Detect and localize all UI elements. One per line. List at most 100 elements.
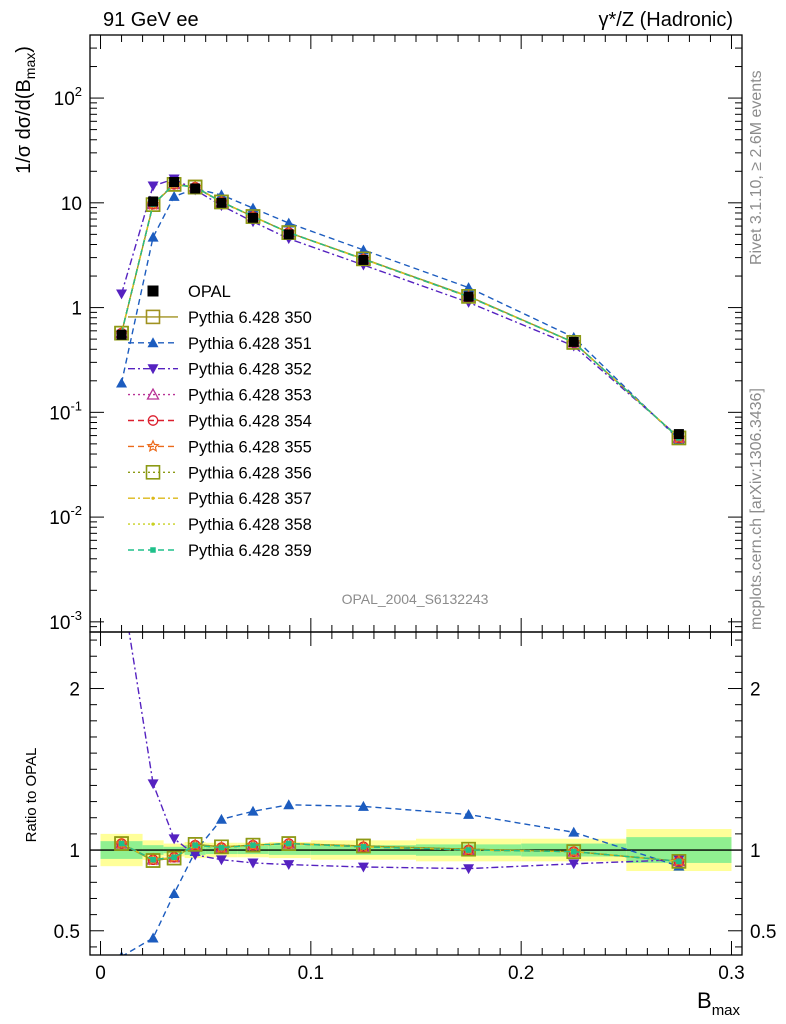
data-point-352 [147,181,159,192]
legend-marker-351 [147,337,159,348]
legend-marker-357 [151,496,155,500]
legend-entry-355: Pythia 6.428 355 [128,438,312,456]
data-point-351 [147,231,159,242]
header-right: γ*/Z (Hadronic) [599,9,733,31]
data-point-356 [356,251,371,267]
data-point-351 [215,189,227,200]
ratio-point-356 [187,837,203,852]
data-point-356 [214,194,229,210]
ratio-point-351 [357,800,369,811]
legend-entry-354: Pythia 6.428 354 [128,413,312,431]
ratio-point-351 [283,799,295,810]
mcplots-label: mcplots.cern.ch [arXiv:1306.3436] [748,388,765,630]
data-point-356 [566,335,582,350]
ratio-point-359 [676,858,682,865]
legend-marker-350 [145,309,161,325]
ratio-point-359 [360,844,367,850]
legend-entry-353: Pythia 6.428 353 [128,387,312,405]
legend-entry-356: Pythia 6.428 356 [128,464,312,482]
y-tick-label: 102 [54,84,82,110]
svg-text:1/σ dσ/d(Bmax): 1/σ dσ/d(Bmax) [13,46,38,174]
legend-entry-350: Pythia 6.428 350 [128,309,312,327]
data-point-352 [116,289,128,300]
series-line-359 [120,183,680,439]
y-tick-label: 10-2 [49,503,82,529]
ratio-point-352 [357,862,369,873]
data-point-356 [245,209,261,224]
x-tick-label: 0 [95,963,106,984]
ratio-point-351 [147,932,159,943]
data-point-OPAL [148,196,159,207]
ratio-point-352 [247,858,259,869]
ratio-point-359 [192,842,198,848]
ratio-y-tick-label: 1 [69,841,80,862]
legend-marker-OPAL [147,285,159,297]
x-tick-label: 0.1 [298,963,324,984]
legend-entry-352: Pythia 6.428 352 [128,361,312,379]
main-data [114,174,687,446]
x-tick-label: 0.2 [508,963,534,984]
ratio-point-359 [150,856,156,863]
y-tick-label: 10-1 [49,398,82,424]
ratio-point-359 [286,840,292,847]
ratio-point-352 [116,579,127,589]
ratio-point-352 [147,779,159,790]
data-point-OPAL [568,336,579,347]
legend-marker-358 [151,522,155,526]
ratio-point-359 [465,847,472,853]
legend-entry-359: Pythia 6.428 359 [128,542,312,560]
data-point-OPAL [216,197,227,208]
ratio-point-352 [283,860,295,871]
data-point-OPAL [248,212,258,223]
legend-label-355: Pythia 6.428 355 [188,438,312,456]
main-panel: 10-3 10-2 10-1 1 10 102 [49,34,743,634]
legend-marker-353 [146,387,160,400]
rivet-version-label: Rivet 3.1.10, ≥ 2.6M events [748,70,765,265]
legend-entry-OPAL: OPAL [147,283,231,301]
ratio-point-351 [247,805,259,816]
ratio-y-tick-label-right: 0.5 [750,922,776,943]
ratio-y-tick-label: 0.5 [54,922,80,943]
ratio-y-tick-label-right: 1 [750,841,761,862]
ratio-point-352 [215,855,227,866]
ratio-frame [89,631,743,956]
data-point-OPAL [283,229,294,240]
ratio-point-359 [171,854,177,861]
legend-marker-359 [150,547,156,553]
legend-label-357: Pythia 6.428 357 [188,490,312,508]
data-point-356 [461,289,476,304]
ratio-point-351 [463,808,475,819]
ratio-point-351 [168,888,180,899]
legend-marker-354 [147,415,159,426]
ratio-point-352 [168,834,180,845]
legend-label-358: Pythia 6.428 358 [188,516,312,534]
data-point-OPAL [358,254,369,265]
legend-marker-355 [146,439,160,453]
ratio-point-352 [463,864,475,875]
ratio-point-359 [118,840,125,847]
legend-label-353: Pythia 6.428 353 [188,387,312,405]
ratio-y-axis-title: Ratio to OPAL [23,748,40,843]
y-tick-label: 1 [71,299,82,320]
legend-label-OPAL: OPAL [188,283,231,301]
data-point-OPAL [463,291,474,302]
x-tick-label: 0.3 [718,963,744,984]
analysis-label: OPAL_2004_S6132243 [342,591,489,607]
legend-label-359: Pythia 6.428 359 [188,542,312,560]
data-point-OPAL [673,429,684,440]
ratio-point-359 [250,842,256,848]
series-line-358 [120,183,680,439]
ratio-point-351 [568,826,580,837]
legend-label-350: Pythia 6.428 350 [188,309,312,327]
ratio-y-tick-label: 2 [69,680,80,701]
ratio-data [114,579,687,955]
legend-entry-351: Pythia 6.428 351 [128,335,312,353]
data-point-351 [283,217,295,228]
legend: OPAL Pythia 6.428 350 Pythia 6.428 351 Pyth… [128,283,312,560]
legend-label-351: Pythia 6.428 351 [188,335,312,353]
ratio-point-356 [114,836,129,851]
legend-entry-357: Pythia 6.428 357 [128,490,312,508]
legend-label-356: Pythia 6.428 356 [188,464,312,482]
ratio-panel: 0 0.1 0.2 0.3 0.5 0.5 1 1 2 2 [54,579,776,984]
